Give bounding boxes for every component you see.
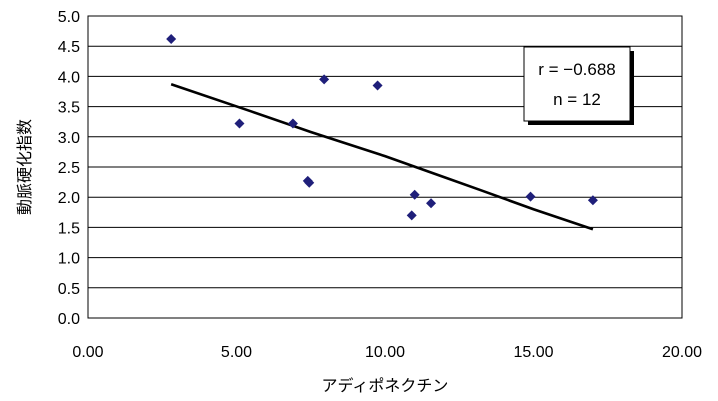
plot-area-border bbox=[87, 15, 683, 319]
x-tick-label: 0.00 bbox=[72, 344, 103, 361]
x-axis-title: アディポネクチン bbox=[322, 376, 449, 395]
y-axis-tick-labels: 0.0 0.5 1.0 1.5 2.0 2.5 3.0 3.5 4.0 4.5 5.0 bbox=[58, 9, 80, 328]
correlation-annotation-box: r = −0.688 n = 12 bbox=[523, 46, 634, 125]
y-tick-label: 3.5 bbox=[58, 100, 80, 117]
x-tick-label: 20.00 bbox=[662, 344, 702, 361]
data-points bbox=[166, 33, 598, 221]
y-tick-label: 0.5 bbox=[58, 281, 80, 298]
sample-size-text: n = 12 bbox=[553, 90, 601, 109]
data-point bbox=[372, 80, 383, 91]
x-tick-label: 10.00 bbox=[365, 344, 405, 361]
y-tick-label: 2.0 bbox=[58, 190, 80, 207]
data-point bbox=[409, 189, 420, 200]
y-tick-label: 1.5 bbox=[58, 220, 80, 237]
data-point bbox=[406, 210, 417, 221]
y-tick-label: 3.0 bbox=[58, 130, 80, 147]
data-point bbox=[166, 33, 177, 44]
data-point bbox=[426, 198, 437, 209]
data-point bbox=[304, 177, 315, 188]
y-tick-label: 5.0 bbox=[58, 9, 80, 26]
trend-line bbox=[170, 83, 594, 231]
annotation-frame bbox=[523, 46, 631, 122]
y-axis-title: 動脈硬化指数 bbox=[15, 119, 34, 215]
data-point bbox=[587, 195, 598, 206]
data-point bbox=[234, 118, 245, 129]
data-point bbox=[525, 191, 536, 202]
data-point bbox=[319, 74, 330, 85]
y-tick-label: 4.0 bbox=[58, 69, 80, 86]
y-tick-label: 2.5 bbox=[58, 160, 80, 177]
data-point bbox=[287, 118, 298, 129]
correlation-coefficient-text: r = −0.688 bbox=[538, 60, 616, 79]
x-tick-label: 5.00 bbox=[221, 344, 252, 361]
x-tick-label: 15.00 bbox=[513, 344, 553, 361]
y-tick-label: 4.5 bbox=[58, 39, 80, 56]
y-tick-label: 0.0 bbox=[58, 311, 80, 328]
y-tick-label: 1.0 bbox=[58, 251, 80, 268]
x-axis-tick-labels: 0.00 5.00 10.00 15.00 20.00 bbox=[72, 344, 702, 361]
